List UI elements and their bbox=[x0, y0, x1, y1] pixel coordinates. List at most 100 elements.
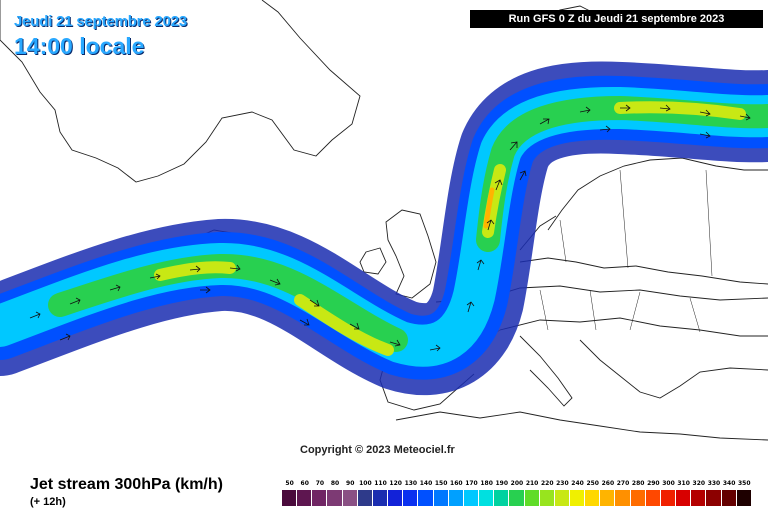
wind-arrow bbox=[429, 344, 441, 352]
scale-label: 350 bbox=[738, 480, 751, 487]
scale-label: 310 bbox=[677, 480, 690, 487]
wind-arrow bbox=[109, 284, 121, 292]
wind-arrow bbox=[269, 278, 281, 286]
wind-arrow bbox=[739, 113, 751, 121]
scale-label: 140 bbox=[419, 480, 433, 487]
scale-label: 340 bbox=[722, 480, 736, 487]
scale-label: 270 bbox=[616, 480, 630, 487]
scale-color-swatch bbox=[645, 490, 661, 506]
scale-label: 220 bbox=[540, 480, 554, 487]
jet-band-260 bbox=[483, 187, 495, 229]
wind-arrow bbox=[659, 104, 671, 112]
scale-color-swatch bbox=[388, 490, 404, 506]
scale-label: 50 bbox=[285, 480, 294, 487]
scale-color-swatch bbox=[282, 490, 298, 506]
wind-arrow bbox=[519, 170, 527, 181]
scale-label: 160 bbox=[450, 480, 463, 487]
wind-arrow bbox=[620, 104, 631, 112]
north-africa bbox=[395, 411, 768, 441]
scale-label: 210 bbox=[525, 480, 539, 487]
scale-color-swatch bbox=[630, 490, 646, 506]
scale-color-swatch bbox=[736, 490, 752, 506]
scale-color-swatch bbox=[448, 490, 464, 506]
scale-color-swatch bbox=[463, 490, 480, 506]
scale-color-swatch bbox=[524, 490, 540, 506]
wind-arrow bbox=[699, 131, 711, 139]
scale-color-swatch bbox=[327, 490, 343, 506]
scale-color-swatch bbox=[569, 490, 586, 506]
scale-label: 330 bbox=[707, 480, 721, 487]
wind-arrow bbox=[599, 125, 611, 133]
scale-color-swatch bbox=[554, 490, 570, 506]
forecast-date: Jeudi 21 septembre 2023 bbox=[14, 13, 187, 30]
scale-color-swatch bbox=[372, 490, 389, 506]
scale-label: 120 bbox=[389, 480, 402, 487]
wind-arrow bbox=[299, 318, 310, 326]
wind-arrow bbox=[189, 265, 201, 273]
scale-label: 60 bbox=[300, 480, 309, 487]
scale-color-swatch bbox=[585, 490, 601, 506]
wind-arrows bbox=[29, 104, 751, 352]
wind-arrow bbox=[59, 333, 71, 341]
legend-subtitle: (+ 12h) bbox=[30, 496, 66, 508]
wind-arrow bbox=[29, 311, 41, 319]
scale-label: 300 bbox=[662, 480, 675, 487]
scale-color-swatch bbox=[403, 490, 419, 506]
wind-arrow bbox=[309, 299, 320, 307]
scale-color-swatch bbox=[418, 490, 434, 506]
scale-color-swatch bbox=[660, 490, 677, 506]
jet-stream-map bbox=[0, 0, 768, 441]
scale-label: 70 bbox=[315, 480, 325, 487]
scale-color-swatch bbox=[433, 490, 449, 506]
scale-label: 150 bbox=[434, 480, 448, 487]
scale-label: 290 bbox=[647, 480, 660, 487]
wind-arrow bbox=[476, 259, 485, 271]
color-scale: 50 60 70 80 90 100 110 120 130 140 150 160 170 180 190… bbox=[282, 478, 752, 508]
scale-color-swatch bbox=[721, 490, 737, 506]
wind-arrow bbox=[200, 286, 211, 294]
wind-arrow bbox=[509, 141, 518, 151]
italy-balkans bbox=[519, 335, 768, 407]
scale-label: 90 bbox=[346, 480, 355, 487]
scale-color-swatch bbox=[615, 490, 631, 506]
scale-label: 260 bbox=[601, 480, 615, 487]
scale-color-swatch bbox=[357, 490, 373, 506]
scale-color-swatch bbox=[479, 490, 495, 506]
scale-label: 110 bbox=[374, 480, 387, 487]
scale-color-swatch bbox=[706, 490, 722, 506]
british-isles bbox=[359, 209, 437, 299]
scale-label: 170 bbox=[465, 480, 478, 487]
wind-arrow bbox=[699, 109, 711, 117]
scale-label: 230 bbox=[556, 480, 569, 487]
scale-label: 240 bbox=[571, 480, 584, 487]
wind-arrow bbox=[579, 106, 591, 114]
scale-label: 280 bbox=[631, 480, 645, 487]
copyright-notice: Copyright © 2023 Meteociel.fr bbox=[300, 444, 455, 456]
scale-label: 190 bbox=[495, 480, 509, 487]
greenland-coast bbox=[0, 0, 361, 183]
scale-color-swatch bbox=[691, 490, 707, 506]
scale-color-swatch bbox=[539, 490, 555, 506]
scale-label: 250 bbox=[586, 480, 599, 487]
color-scale-labels: 50 60 70 80 90 100 110 120 130 140 150 160 170 180 190… bbox=[282, 478, 752, 490]
wind-arrow bbox=[349, 322, 360, 330]
legend-title: Jet stream 300hPa (km/h) bbox=[30, 476, 223, 493]
scale-label: 180 bbox=[480, 480, 493, 487]
wind-arrow bbox=[69, 297, 81, 305]
run-info: Run GFS 0 Z du Jeudi 21 septembre 2023 bbox=[470, 10, 763, 28]
scale-label: 130 bbox=[404, 480, 418, 487]
scale-color-swatch bbox=[494, 490, 510, 506]
wind-arrow bbox=[539, 118, 550, 125]
scale-color-swatch bbox=[676, 490, 692, 506]
scale-color-swatch bbox=[312, 490, 328, 506]
wind-arrow bbox=[494, 179, 503, 191]
scale-label: 80 bbox=[330, 480, 340, 487]
wind-arrow bbox=[149, 273, 161, 280]
color-scale-bar bbox=[282, 490, 752, 506]
forecast-time: 14:00 locale bbox=[14, 33, 145, 59]
wind-arrow bbox=[486, 219, 495, 231]
scale-label: 100 bbox=[359, 480, 372, 487]
scale-color-swatch bbox=[297, 490, 313, 506]
baltic-coast bbox=[519, 257, 768, 285]
scale-label: 200 bbox=[510, 480, 524, 487]
